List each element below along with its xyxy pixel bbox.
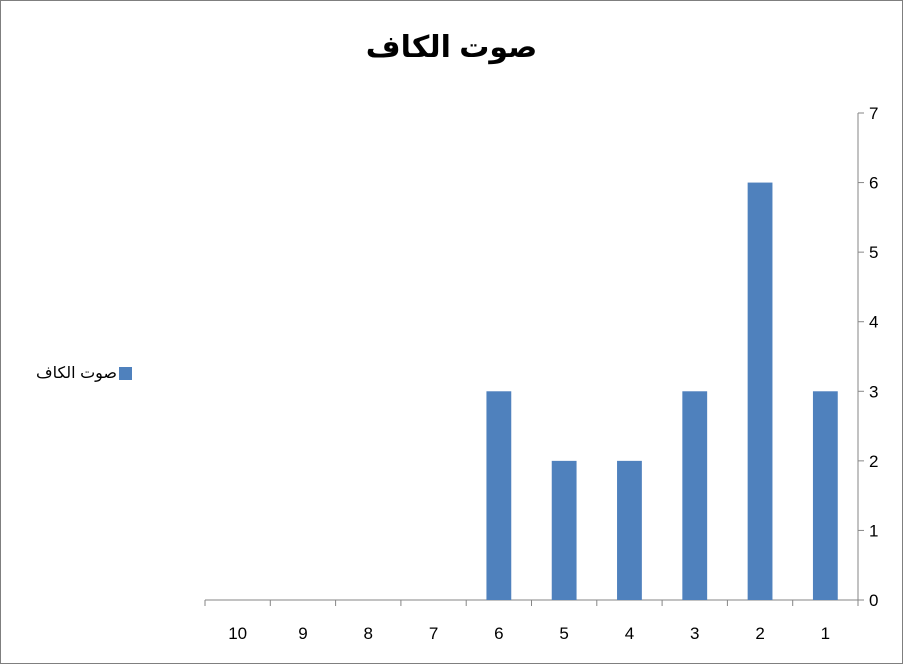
bar [551,460,577,600]
x-tick-label: 2 [755,624,764,643]
y-tick-label: 1 [869,521,878,540]
bar [812,391,838,600]
y-tick-label: 6 [869,174,878,193]
bar [486,391,512,600]
x-tick-label: 9 [298,624,307,643]
x-tick-label: 4 [625,624,634,643]
x-tick-label: 1 [821,624,830,643]
chart-title: صوت الكاف [365,31,538,64]
y-tick-label: 2 [869,452,878,471]
x-tick-label: 3 [690,624,699,643]
bar [747,182,773,601]
x-tick-label: 8 [364,624,373,643]
legend-label: صوت الكاف [36,365,117,382]
bar [617,460,642,600]
y-tick-label: 7 [869,104,878,123]
legend-swatch [118,366,132,380]
x-tick-label: 5 [559,624,568,643]
x-tick-label: 7 [429,624,438,643]
x-tick-label: 10 [228,624,247,643]
legend: صوت الكاف [36,363,132,383]
y-tick-label: 5 [869,243,878,262]
bar [682,391,708,600]
y-tick-label: 0 [869,591,878,610]
x-tick-label: 6 [494,624,503,643]
y-tick-label: 4 [869,313,878,332]
y-tick-label: 3 [869,382,878,401]
